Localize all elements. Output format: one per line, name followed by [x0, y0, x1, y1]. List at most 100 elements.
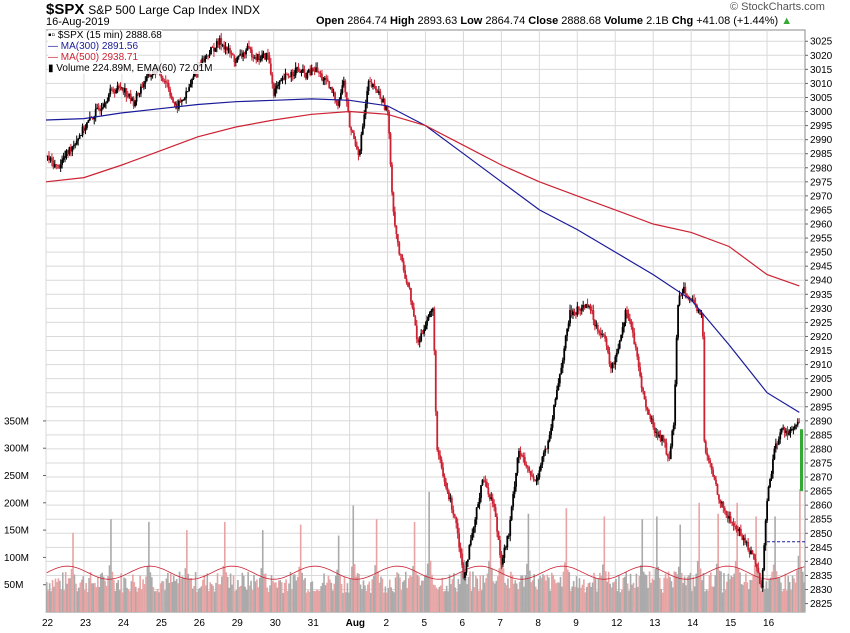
- candle-body: [585, 303, 588, 308]
- candle-body: [455, 516, 458, 524]
- open-value: 2864.74: [347, 15, 387, 27]
- candle-body: [275, 85, 278, 89]
- candle-body: [192, 76, 195, 79]
- candle-body: [148, 72, 151, 77]
- candle-body: [258, 53, 261, 61]
- candle-body: [437, 450, 440, 456]
- candle-body: [230, 53, 233, 55]
- candle-body: [261, 54, 263, 59]
- candle-body: [726, 515, 729, 519]
- candle-body: [204, 56, 207, 62]
- candle-body: [399, 254, 402, 256]
- candle-body: [767, 487, 770, 502]
- brand-label: © StockCharts.com: [730, 1, 825, 13]
- legend-price: ▪▫ $SPX (15 min) 2888.68: [48, 30, 162, 41]
- candle-body: [364, 103, 367, 115]
- candle-body: [550, 427, 552, 436]
- candle-body: [363, 114, 366, 127]
- candle-body: [170, 95, 173, 99]
- x-tick-label: 8: [535, 618, 541, 629]
- price-tick-label: 2945: [810, 262, 833, 273]
- candle-body: [284, 73, 287, 80]
- candle-body: [446, 487, 449, 492]
- candle-body: [614, 356, 617, 365]
- price-tick-label: 2960: [810, 220, 833, 231]
- candle-body: [315, 67, 317, 72]
- candle-body: [515, 472, 517, 487]
- candle-body: [307, 69, 310, 73]
- candle-body: [264, 53, 266, 60]
- candle-body: [758, 572, 761, 584]
- candle-body: [328, 81, 331, 88]
- candle-body: [480, 485, 482, 498]
- candle-body: [458, 533, 461, 548]
- x-tick-label: 16: [763, 618, 775, 629]
- ohlc-summary: Open 2864.74 High 2893.63 Low 2864.74 Cl…: [316, 15, 793, 27]
- candle-body: [621, 327, 624, 335]
- x-tick-label: 23: [80, 618, 92, 629]
- candle-body: [531, 475, 534, 477]
- candle-body: [582, 304, 585, 308]
- candle-body: [560, 367, 563, 375]
- candle-body: [318, 72, 320, 74]
- candle-body: [700, 313, 703, 315]
- candle-body: [588, 306, 590, 308]
- candle-body: [392, 192, 395, 212]
- candle-body: [461, 553, 463, 566]
- candle-body: [138, 93, 141, 95]
- candle-body: [75, 140, 78, 145]
- candle-body: [122, 87, 125, 93]
- candle-body: [160, 75, 163, 78]
- candle-body: [64, 155, 66, 158]
- volume-tick-label: 350M: [4, 416, 29, 427]
- candle-body: [477, 504, 480, 508]
- candle-body: [623, 322, 625, 328]
- price-tick-label: 3005: [810, 93, 833, 104]
- candle-body: [484, 480, 487, 482]
- candle-body: [703, 336, 706, 442]
- candle-body: [265, 52, 268, 60]
- candle-body: [115, 89, 118, 94]
- price-tick-label: 2920: [810, 332, 833, 343]
- candle-body: [574, 312, 577, 315]
- candle-body: [113, 92, 116, 94]
- candle-body: [593, 319, 596, 327]
- candle-body: [347, 101, 350, 112]
- candle-body: [580, 307, 583, 311]
- price-tick-label: 2850: [810, 529, 833, 540]
- candle-body: [497, 531, 500, 540]
- candle-body: [348, 111, 351, 128]
- candle-body: [319, 72, 322, 74]
- candle-body: [52, 161, 55, 168]
- candle-body: [166, 82, 169, 84]
- candle-body: [589, 306, 592, 311]
- candle-body: [779, 432, 782, 440]
- price-tick-label: 3025: [810, 37, 833, 48]
- candle-body: [250, 49, 253, 58]
- candle-body: [715, 479, 717, 485]
- candle-body: [125, 88, 128, 97]
- x-tick-label: 30: [270, 618, 282, 629]
- price-tick-label: 2835: [810, 571, 833, 582]
- candle-body: [145, 75, 148, 81]
- x-tick-label: 9: [573, 618, 579, 629]
- candle-body: [164, 80, 167, 83]
- candle-body: [507, 535, 510, 537]
- candle-body: [691, 299, 694, 301]
- candle-body: [370, 82, 373, 87]
- candle-body: [696, 305, 698, 312]
- candle-body: [217, 41, 220, 45]
- candle-body: [678, 295, 681, 305]
- candle-body: [278, 80, 281, 85]
- candle-body: [526, 466, 529, 468]
- x-tick-label: 25: [156, 618, 168, 629]
- candle-body: [683, 286, 685, 294]
- candle-body: [74, 144, 77, 146]
- candle-body: [418, 340, 421, 343]
- candle-body: [596, 324, 599, 332]
- candle-body: [367, 81, 370, 92]
- candle-body: [466, 559, 469, 562]
- candle-body: [522, 455, 525, 457]
- candle-body: [680, 295, 682, 297]
